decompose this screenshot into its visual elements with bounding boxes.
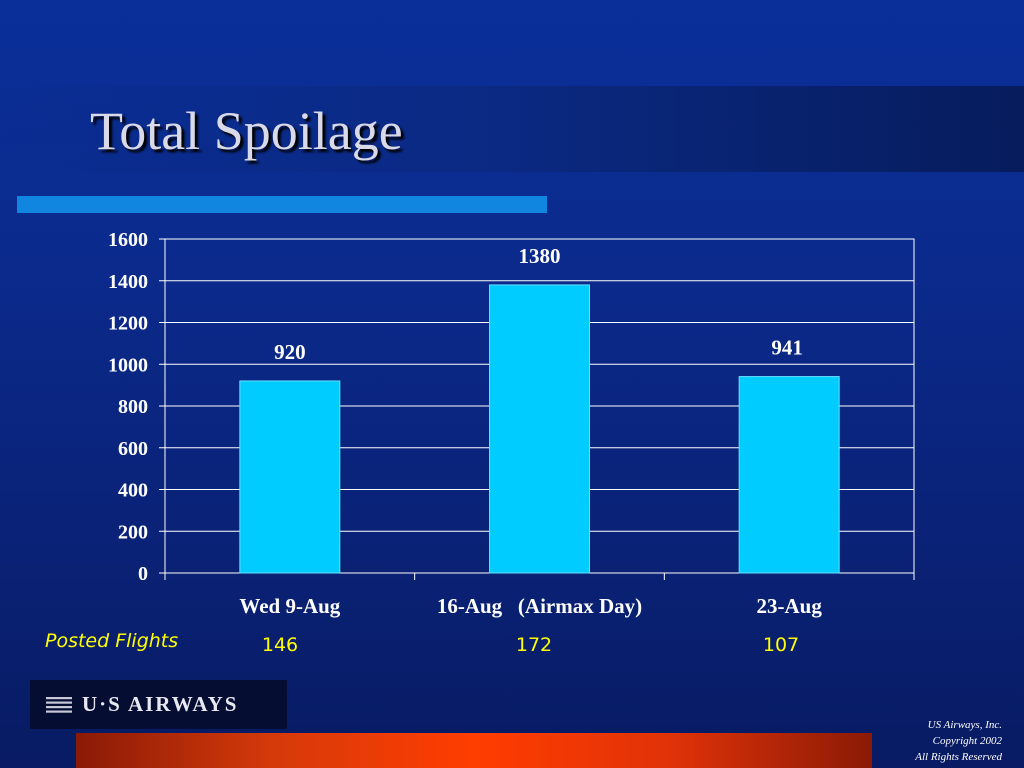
posted-flights-label: Posted Flights xyxy=(45,630,179,652)
data-label: 1380 xyxy=(519,244,561,268)
y-tick-label: 1200 xyxy=(108,313,148,335)
us-airways-logo: U·S AIRWAYS xyxy=(30,680,287,729)
y-tick-label: 0 xyxy=(138,563,148,585)
title-band xyxy=(0,86,1024,172)
logo-text: U·S AIRWAYS xyxy=(82,692,239,716)
y-tick-label: 1600 xyxy=(108,229,148,251)
slide-title: Total Spoilage xyxy=(90,101,403,161)
y-tick-label: 1400 xyxy=(108,271,148,293)
y-tick-label: 1000 xyxy=(108,354,148,376)
x-category-label: Wed 9-Aug xyxy=(239,594,340,618)
posted-flights-value: 172 xyxy=(515,634,553,656)
copyright-line: Copyright 2002 xyxy=(932,735,1002,747)
data-label: 920 xyxy=(274,340,306,364)
data-label: 941 xyxy=(771,336,803,360)
y-tick-label: 800 xyxy=(118,396,148,418)
y-tick-label: 400 xyxy=(118,480,148,502)
y-tick-label: 200 xyxy=(118,521,148,543)
bar xyxy=(239,380,341,574)
flag-icon xyxy=(46,696,72,713)
posted-flights-value: 146 xyxy=(261,634,299,656)
accent-bar xyxy=(17,196,547,213)
bar xyxy=(738,376,840,574)
x-category-label: 23-Aug xyxy=(756,594,822,618)
y-tick-label: 600 xyxy=(118,438,148,460)
bar xyxy=(489,284,590,574)
copyright-line: All Rights Reserved xyxy=(915,751,1002,763)
copyright-notice: US Airways, Inc. Copyright 2002 All Righ… xyxy=(872,717,1002,765)
copyright-line: US Airways, Inc. xyxy=(927,719,1002,731)
bottom-decor-bar xyxy=(76,733,872,768)
x-category-label: 16-Aug (Airmax Day) xyxy=(437,594,642,618)
posted-flights-value: 107 xyxy=(762,634,800,656)
